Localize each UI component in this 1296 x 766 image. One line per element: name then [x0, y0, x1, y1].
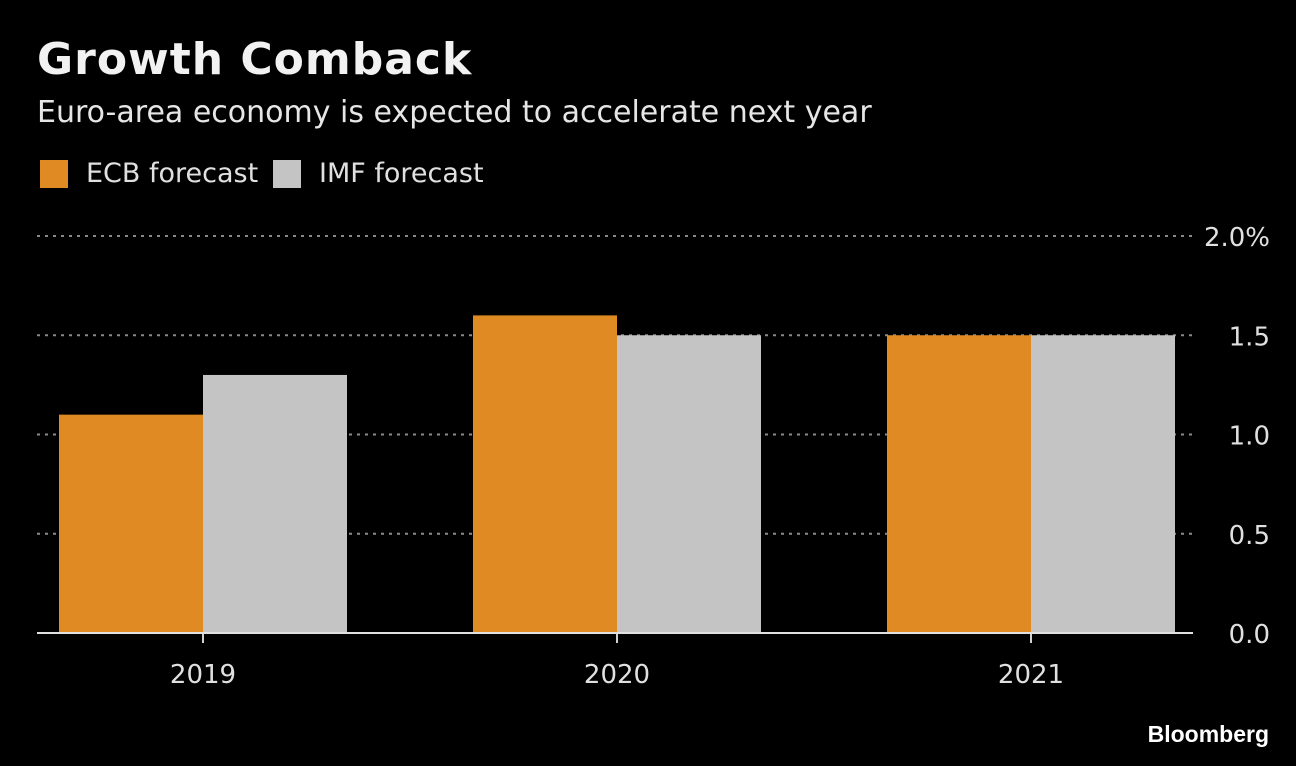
legend-swatch-imf	[273, 159, 301, 188]
y-tick-label: 1.5	[1229, 322, 1270, 352]
bar-ecb-2021	[887, 335, 1031, 633]
x-tick-label: 2020	[584, 660, 650, 690]
y-tick-label: 0.0	[1229, 620, 1270, 650]
x-tick-label: 2019	[170, 660, 236, 690]
y-tick-label: 0.5	[1229, 521, 1270, 551]
source-logo: Bloomberg	[1147, 721, 1269, 747]
y-tick-label: 1.0	[1229, 422, 1270, 452]
legend-label-imf: IMF forecast	[319, 158, 484, 189]
x-tick-label: 2021	[998, 660, 1064, 690]
chart-title: Growth Comback	[37, 34, 473, 85]
legend-label-ecb: ECB forecast	[86, 158, 259, 189]
bar-imf-2020	[617, 335, 761, 633]
chart-subtitle: Euro-area economy is expected to acceler…	[37, 95, 872, 130]
bar-ecb-2020	[473, 315, 617, 633]
y-tick-label: 2.0%	[1204, 223, 1270, 253]
legend-item-imf: IMF forecast	[273, 158, 484, 189]
bar-imf-2021	[1031, 335, 1175, 633]
legend-item-ecb: ECB forecast	[40, 158, 258, 189]
bar-imf-2019	[203, 374, 347, 633]
bar-ecb-2019	[59, 414, 203, 633]
legend-swatch-ecb	[40, 159, 68, 188]
